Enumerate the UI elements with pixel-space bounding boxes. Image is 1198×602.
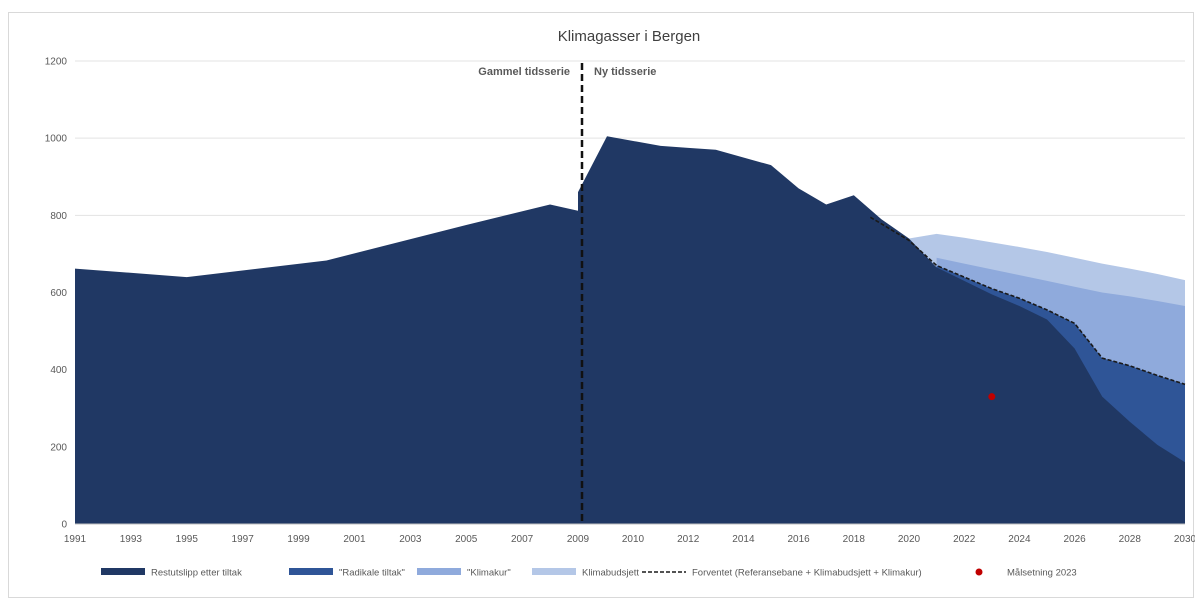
x-tick-label: 1995 [176, 534, 199, 545]
legend-label: "Klimakur" [467, 568, 511, 579]
y-tick-label: 1200 [45, 57, 68, 68]
x-tick-label: 2009 [567, 534, 590, 545]
emissions-chart: Klimagasser i Bergen 0 200 400 600 800 1000 12… [45, 28, 1195, 579]
legend-label: Målsetning 2023 [1007, 568, 1077, 579]
x-tick-label: 2016 [787, 534, 810, 545]
line-layer [869, 216, 1186, 401]
legend-item-1: Restutslipp etter tiltak [101, 568, 242, 579]
y-tick-label: 800 [50, 211, 67, 222]
x-tick-label: 1993 [120, 534, 143, 545]
x-tick-label: 2020 [898, 534, 921, 545]
y-tick-label: 600 [50, 288, 67, 299]
x-tick-label: 2010 [622, 534, 645, 545]
forventet-line [869, 216, 1186, 386]
legend-item-6: Målsetning 2023 [975, 568, 1077, 579]
y-tick-label: 200 [50, 442, 67, 453]
y-tick-label: 0 [61, 520, 67, 531]
annotation-new-series: Ny tidsserie [594, 66, 656, 78]
x-tick-label: 2018 [843, 534, 866, 545]
x-tick-label: 1991 [64, 534, 87, 545]
x-tick-label: 2014 [732, 534, 755, 545]
legend-label: Restutslipp etter tiltak [151, 568, 242, 579]
legend: Restutslipp etter tiltak "Radikale tiltak… [101, 568, 1077, 579]
legend-swatch [101, 568, 145, 575]
x-tick-label: 2022 [953, 534, 976, 545]
annotations: Gammel tidsserie Ny tidsserie [478, 63, 656, 524]
target-point [988, 393, 996, 401]
legend-swatch [532, 568, 576, 575]
x-tick-label: 1997 [232, 534, 255, 545]
x-tick-label: 2030 [1174, 534, 1195, 545]
axes: 0 200 400 600 800 1000 1200 1991 1993 1995 1997 199… [45, 57, 1195, 546]
x-tick-label: 2007 [511, 534, 534, 545]
legend-item-5: Forventet (Referansebane + Klimabudsjett… [642, 568, 922, 579]
x-tick-label: 2026 [1063, 534, 1086, 545]
area-new-series [578, 136, 1185, 525]
legend-swatch [975, 568, 983, 576]
legend-swatch [417, 568, 461, 575]
x-tick-label: 2028 [1119, 534, 1142, 545]
legend-item-4: Klimabudsjett [532, 568, 639, 579]
legend-item-2: "Radikale tiltak" [289, 568, 405, 579]
chart-frame: Klimagasser i Bergen 0 200 400 600 800 1000 12… [8, 12, 1195, 598]
x-tick-label: 2005 [455, 534, 478, 545]
legend-label: Forventet (Referansebane + Klimabudsjett… [692, 568, 922, 579]
x-tick-label: 1999 [287, 534, 310, 545]
chart-title: Klimagasser i Bergen [558, 28, 701, 45]
x-tick-label: 2003 [399, 534, 422, 545]
annotation-old-series: Gammel tidsserie [478, 66, 570, 78]
area-old-series [75, 204, 578, 524]
legend-item-3: "Klimakur" [417, 568, 511, 579]
legend-swatch [289, 568, 333, 575]
plot-area [75, 136, 1185, 525]
x-tick-label: 2024 [1008, 534, 1031, 545]
y-tick-label: 400 [50, 365, 67, 376]
x-tick-label: 2001 [343, 534, 366, 545]
legend-label: Klimabudsjett [582, 568, 639, 579]
y-tick-label: 1000 [45, 134, 68, 145]
x-tick-label: 2012 [677, 534, 700, 545]
legend-label: "Radikale tiltak" [339, 568, 405, 579]
